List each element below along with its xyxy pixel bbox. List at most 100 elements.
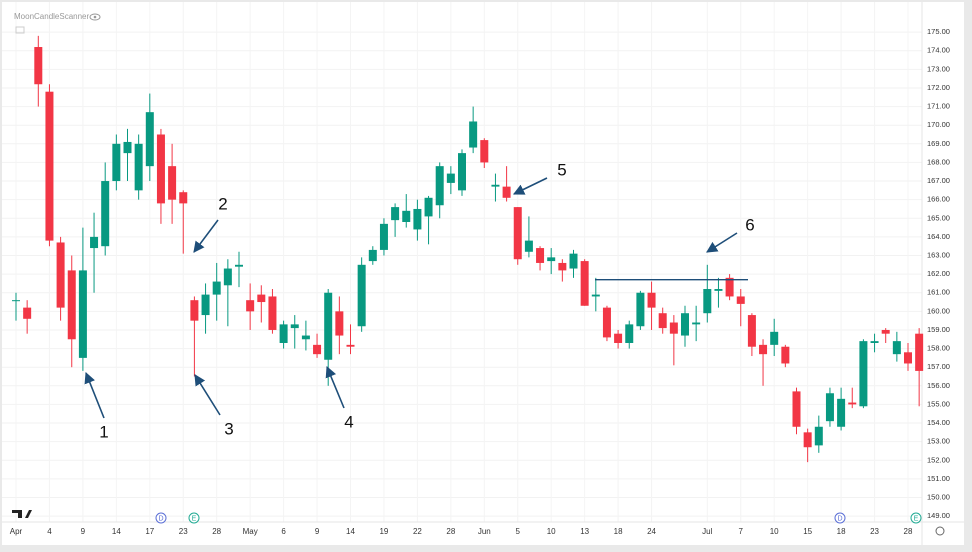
candle-body [156,134,165,204]
y-tick-label: 153.00 [927,437,950,446]
candle-body [123,141,132,154]
y-tick-label: 163.00 [927,250,950,259]
event-marker [155,512,167,524]
y-tick-label: 170.00 [927,120,950,129]
annotation-label: 4 [344,412,353,431]
x-tick-label: 9 [315,527,320,536]
candle-body [346,344,355,347]
y-tick-label: 158.00 [927,344,950,353]
candle-body [692,322,701,325]
candle-body [34,47,43,85]
candle-body [301,335,310,340]
annotation-label: 1 [99,422,108,441]
candle-body [391,207,400,221]
candle-body [837,398,846,427]
candle-body [658,313,667,329]
eye-icon [89,13,101,21]
x-tick-label: 4 [47,527,52,536]
y-tick-label: 152.00 [927,455,950,464]
y-tick-label: 151.00 [927,474,950,483]
y-tick-label: 157.00 [927,362,950,371]
annotation-arrow [325,365,345,409]
candle-body [614,333,623,343]
y-tick-label: 154.00 [927,418,950,427]
y-tick-label: 171.00 [927,102,950,111]
candle-body [892,341,901,355]
candle-body [469,121,478,148]
candle-body [870,341,879,343]
watermark: MoonCandleScanner [14,12,89,21]
y-tick-label: 149.00 [927,511,950,520]
x-tick-label: 10 [547,527,556,536]
x-tick-label: 23 [870,527,879,536]
candle-body [45,91,54,241]
candle-body [67,270,76,340]
x-tick-label: 19 [379,527,388,536]
toolbar-icon [15,26,25,34]
logo [12,510,32,518]
candle-body [324,292,333,360]
x-tick-label: 13 [580,527,589,536]
candle-body [101,181,110,247]
x-tick-label: 9 [81,527,86,536]
candle-body [625,324,634,343]
candle-body [536,248,545,263]
candle-body [78,270,87,358]
x-tick-label: 28 [904,527,913,536]
candle-body [647,292,656,308]
y-tick-label: 162.00 [927,269,950,278]
candle-body [736,296,745,304]
candle-body [524,240,533,252]
candle-body [814,426,823,446]
candle-body [747,315,756,347]
candle-body [803,432,812,448]
y-tick-label: 164.00 [927,232,950,241]
candle-body [547,257,556,262]
x-tick-label: 18 [614,527,623,536]
annotation-label: 2 [218,194,227,213]
candle-body [714,289,723,291]
eye-pupil [93,15,97,19]
event-label: D [158,515,163,522]
x-tick-label: 28 [212,527,221,536]
y-tick-label: 156.00 [927,381,950,390]
candle-body [435,166,444,206]
y-tick-label: 155.00 [927,399,950,408]
x-tick-label: 24 [647,527,656,536]
y-tick-label: 166.00 [927,195,950,204]
y-tick-label: 159.00 [927,325,950,334]
candle-body [681,313,689,336]
chart-panel [2,2,964,545]
annotation-arrow [84,371,105,419]
annotation-arrow [194,374,221,416]
candle-body [759,344,768,355]
annotation-arrow [706,232,738,253]
candle-body [491,184,500,187]
candle-body [246,300,255,312]
candle-body [480,140,489,163]
candle-body [257,294,266,303]
candle-body [402,210,411,222]
y-tick-label: 167.00 [927,176,950,185]
x-tick-label: 22 [413,527,422,536]
x-tick-label: 15 [803,527,812,536]
y-tick-label: 175.00 [927,27,950,36]
candle-body [279,324,288,343]
y-tick-label: 172.00 [927,83,950,92]
x-tick-label: 23 [179,527,188,536]
candle-body [145,112,154,167]
candle-body [190,300,199,321]
candle-body [23,307,32,319]
candle-body [636,292,645,327]
annotation-arrow [512,177,548,195]
y-tick-label: 161.00 [927,288,950,297]
event-label: E [192,515,197,522]
annotation-label: 3 [224,419,233,438]
x-tick-label: 14 [346,527,355,536]
candle-body [703,289,712,314]
candle-body [669,322,678,334]
y-tick-label: 160.00 [927,306,950,315]
candle-body [268,296,277,330]
candle-body [781,346,790,364]
